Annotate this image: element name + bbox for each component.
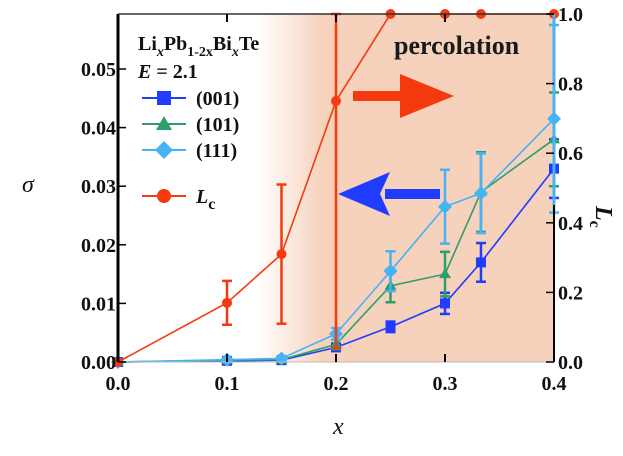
series-line	[117, 118, 555, 363]
y-right-tick-label: 0.0	[558, 352, 583, 374]
x-tick-label: 0.0	[106, 373, 131, 395]
data-point-circle	[157, 189, 171, 203]
y-right-tick-label: 0.4	[558, 213, 583, 235]
percolation-shaded-region	[257, 14, 554, 362]
x-axis-title: x	[332, 414, 344, 440]
y-axis-right-title-subscript: c	[586, 221, 603, 228]
right-arrow-icon	[353, 74, 454, 118]
data-point-circle	[331, 96, 341, 106]
y-left-tick-label: 0.01	[81, 293, 116, 315]
data-point-square	[157, 91, 171, 105]
x-tick-label: 0.4	[542, 373, 567, 395]
legend-title-formula: LixPb1-2xBixTe	[138, 33, 259, 60]
y-right-tick-label: 0.2	[558, 282, 583, 304]
y-left-tick-label: 0.04	[81, 118, 116, 140]
data-point-square	[385, 321, 396, 332]
data-point-square	[475, 257, 486, 268]
y-right-tick-label: 0.6	[558, 143, 583, 165]
data-point-circle	[222, 297, 232, 308]
data-point-diamond	[383, 264, 398, 279]
data-point-circle	[276, 249, 287, 260]
data-point-diamond	[155, 141, 173, 159]
data-point-triangle	[439, 268, 451, 279]
data-point-diamond	[473, 186, 488, 201]
legend-item: (001)	[142, 88, 239, 110]
y-left-tick-label: 0.03	[81, 176, 116, 198]
legend-item: Lc	[142, 186, 215, 213]
x-tick-label: 0.1	[215, 373, 240, 395]
data-point-square	[440, 298, 450, 309]
data-point-triangle	[156, 116, 172, 130]
legend-label-subscript: c	[208, 196, 215, 213]
legend-label: Lc	[195, 186, 215, 213]
x-tick-label: 0.2	[324, 373, 349, 395]
left-arrow-icon	[338, 172, 440, 216]
y-left-tick-label: 0.02	[81, 235, 116, 257]
legend-item: (101)	[142, 114, 239, 136]
y-axis-left-title: σ	[22, 172, 35, 198]
y-right-tick-label: 1.0	[558, 4, 583, 26]
y-right-tick-label: 0.8	[558, 74, 583, 96]
legend-label: (101)	[196, 114, 239, 136]
legend-label: (111)	[196, 140, 237, 162]
annotation-percolation: percolation	[394, 31, 520, 60]
legend-label: (001)	[196, 88, 239, 110]
x-tick-label: 0.3	[433, 373, 458, 395]
y-left-tick-label: 0.00	[81, 352, 116, 374]
legend-title-energy: E = 2.1	[137, 61, 198, 83]
legend: LixPb1-2xBixTe E = 2.1 (001) (101) (111) Lc	[137, 33, 259, 213]
y-left-tick-label: 0.05	[81, 59, 116, 81]
legend-item: (111)	[142, 140, 237, 162]
data-point-diamond	[438, 199, 452, 214]
y-axis-right-title: Lc	[586, 205, 616, 228]
